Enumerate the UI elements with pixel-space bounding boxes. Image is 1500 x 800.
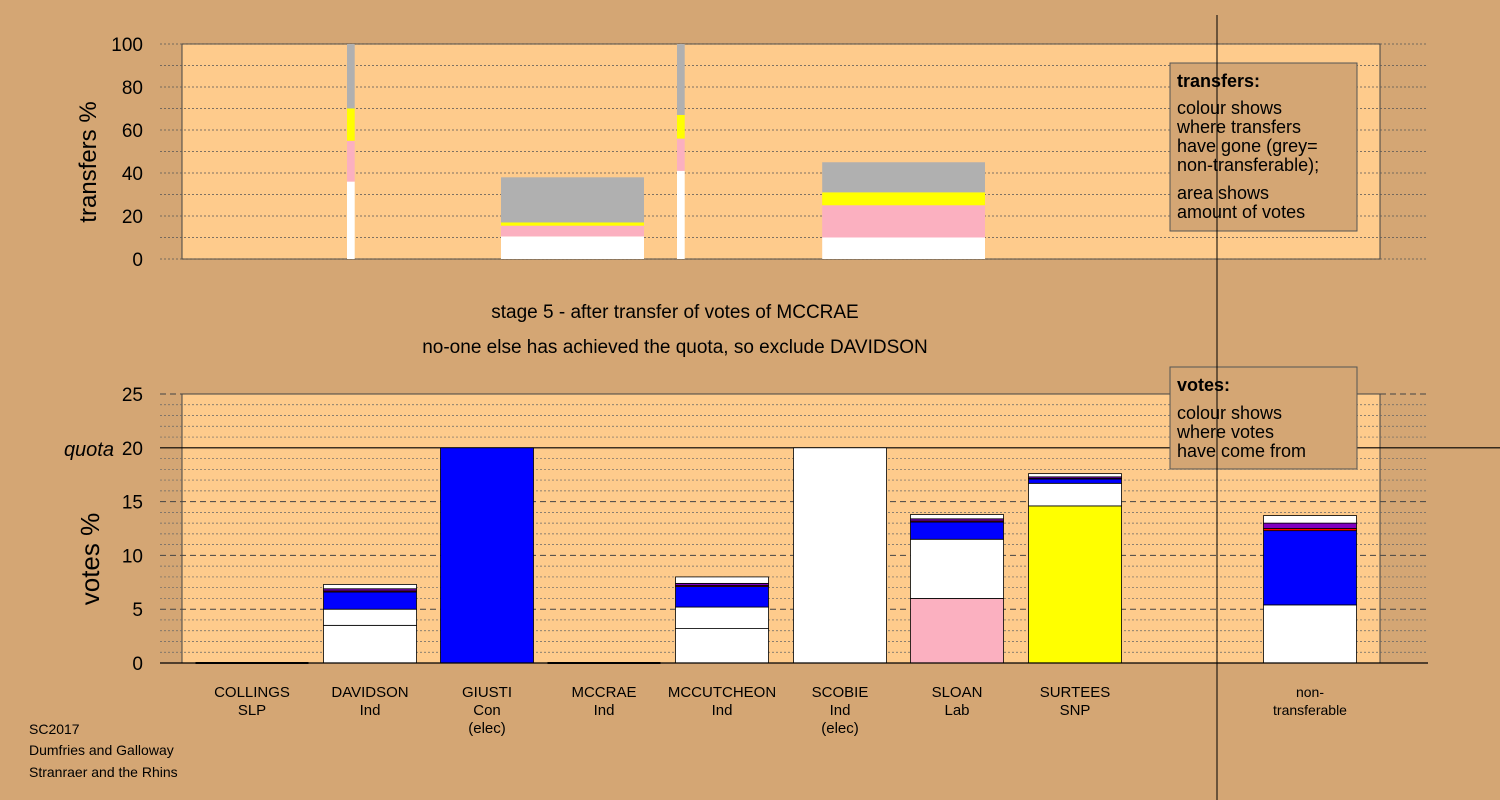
votes-legend-line: colour shows [1177,403,1282,423]
transfers-y-tick-label: 40 [122,164,143,185]
vote-segment [793,447,887,664]
votes-legend-line: have come from [1177,441,1306,461]
votes-y-tick-label: 20 [122,439,143,460]
footer: SC2017 Dumfries and Galloway Stranraer a… [29,721,178,780]
votes-y-tick-label: 15 [122,493,143,514]
transfers-legend-line: where transfers [1176,117,1301,137]
transfer-segment [501,177,644,223]
vote-segment [1263,530,1357,606]
candidate-party: Ind [360,702,381,719]
vote-segment [1028,473,1122,478]
votes-legend: votes: colour shows where votes have com… [1169,366,1358,470]
vote-segment [1263,604,1357,664]
candidate-name: DAVIDSON [331,684,408,701]
votes-legend-line: where votes [1176,422,1274,442]
transfer-segment [822,237,985,259]
transfer-segment [347,108,355,141]
candidate-name: MCCRAE [571,684,636,701]
footer-line: SC2017 [29,721,80,737]
vote-segment [675,586,769,608]
candidate-party: SLP [238,702,266,719]
candidate-party: Ind [594,702,615,719]
transfer-segment [677,114,685,139]
candidate-party: Lab [944,702,969,719]
candidate-party: Ind [712,702,733,719]
transfers-legend-line: amount of votes [1177,202,1305,222]
vote-segment [910,538,1004,599]
candidate-name: SLOAN [932,684,983,701]
vote-segment [1028,482,1122,507]
transfer-segment [501,236,644,259]
vote-segment [323,584,417,590]
candidate-party: Ind [830,702,851,719]
candidate-status: (elec) [468,720,506,737]
transfers-y-tick-label: 20 [122,207,143,228]
transfer-segment [347,181,355,259]
vote-segment [323,591,417,610]
transfers-legend-line: area shows [1177,183,1269,203]
quota-label: quota [64,439,114,461]
vote-segment [323,624,417,664]
candidate-name: non- [1296,684,1324,700]
transfers-legend-line: colour shows [1177,98,1282,118]
candidate-name: COLLINGS [214,684,290,701]
transfer-segment [677,44,685,115]
vote-segment [440,447,534,664]
transfer-segment [822,162,985,193]
vote-segment [323,608,417,626]
candidate-name: GIUSTI [462,684,512,701]
stage-title: stage 5 - after transfer of votes of MCC… [491,302,858,323]
transfers-legend-title: transfers: [1177,71,1260,91]
transfer-segment [822,205,985,238]
vote-segment [910,514,1004,520]
transfer-segment [677,170,685,259]
candidate-party: SNP [1060,702,1091,719]
candidate-party: transferable [1273,702,1347,718]
transfer-segment [677,138,685,171]
votes-legend-box [1169,366,1358,470]
vote-segment [675,628,769,664]
transfers-y-tick-label: 80 [122,78,143,99]
votes-y-tick-label: 5 [132,600,143,621]
candidate-party: Con [473,702,501,719]
transfers-legend-box [1169,62,1358,232]
transfer-segment [347,44,355,109]
votes-y-axis-title: votes % [75,513,105,606]
votes-y-tick-label: 0 [132,654,143,675]
transfer-segment [501,225,644,237]
candidate-status: (elec) [821,720,859,737]
bars [195,44,1357,664]
candidate-name: MCCUTCHEON [668,684,776,701]
footer-line: Stranraer and the Rhins [29,764,178,780]
transfers-y-axis-title: transfers % [75,101,102,222]
vote-segment [1028,505,1122,664]
transfer-segment [347,140,355,182]
votes-y-tick-label: 25 [122,385,143,406]
vote-segment [1263,515,1357,524]
transfers-y-tick-label: 60 [122,121,143,142]
transfers-y-tick-label: 0 [132,250,143,271]
stage-subtitle: no-one else has achieved the quota, so e… [422,337,928,358]
footer-line: Dumfries and Galloway [29,742,174,758]
votes-legend-title: votes: [1177,375,1230,395]
transfers-legend: transfers: colour shows where transfers … [1169,62,1358,232]
transfer-segment [822,192,985,206]
vote-segment [910,598,1004,664]
transfers-y-tick-label: 100 [111,35,143,56]
vote-segment [910,521,1004,540]
transfers-legend-line: non-transferable); [1177,155,1319,175]
votes-y-tick-label: 10 [122,546,143,567]
vote-segment [675,576,769,584]
vote-segment [1028,478,1122,484]
transfer-segment [501,222,644,226]
vote-segment [1263,522,1357,529]
candidate-name: SCOBIE [812,684,869,701]
candidate-name: SURTEES [1040,684,1111,701]
vote-segment [675,606,769,629]
transfers-legend-line: have gone (grey= [1177,136,1318,156]
